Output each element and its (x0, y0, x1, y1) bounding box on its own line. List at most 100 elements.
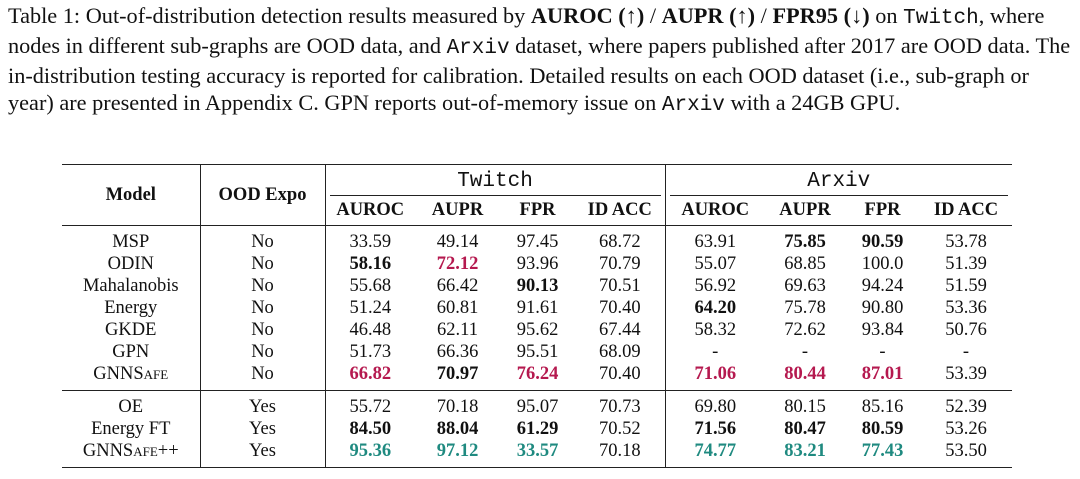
value-cell: 50.76 (945, 320, 987, 340)
value-cell: 100.0 (861, 254, 904, 274)
value-cell: 70.79 (598, 254, 641, 274)
value-cell: 58.32 (664, 319, 765, 341)
value-cell: 56.92 (664, 275, 765, 297)
value-cell: 75.85 (784, 232, 826, 252)
value-cell: 33.57 (500, 440, 575, 468)
ood-expo: No (199, 275, 325, 297)
dataset-rule (669, 194, 1009, 196)
value-cell: 80.44 (784, 364, 826, 384)
model-name: GNNSafe++ (62, 440, 200, 468)
value-cell: 97.45 (516, 232, 559, 252)
metric-header: AUROC (324, 196, 415, 226)
value-cell: 69.80 (664, 390, 765, 418)
caption-segment: AUROC (↑) (530, 3, 645, 28)
value-cell: 53.36 (945, 298, 987, 318)
value-cell: 91.61 (516, 298, 559, 318)
value-cell: 83.21 (765, 440, 845, 468)
value-cell: 70.18 (415, 390, 500, 418)
model-name: GNNSafe (93, 364, 169, 384)
value-cell: 64.20 (664, 297, 765, 319)
metric-header: AUROC (664, 196, 765, 226)
value-cell: 69.63 (784, 276, 826, 296)
value-cell: 72.62 (784, 320, 826, 340)
caption-segment: Table 1: Out-of-distribution detection r… (8, 3, 531, 28)
value-cell: 88.04 (436, 419, 479, 439)
value-cell: 53.39 (945, 364, 987, 384)
ood-expo: Yes (199, 390, 325, 418)
value-cell: 90.80 (861, 298, 904, 318)
value-cell: 68.72 (598, 232, 641, 252)
table-row: ODIN No 58.16 72.12 93.96 70.79 55.07 68.85 100.… (62, 253, 1012, 275)
value-cell: 80.47 (784, 419, 826, 439)
value-cell: 95.51 (516, 342, 559, 362)
value-cell: 63.91 (664, 225, 765, 253)
value-cell: 70.51 (598, 276, 641, 296)
header-cell: OOD Expo (199, 164, 325, 226)
model-name: GKDE (105, 320, 157, 340)
value-cell: 90.13 (516, 276, 559, 296)
model-name: MSP (112, 232, 150, 252)
value-cell: 70.18 (575, 440, 665, 468)
value-cell: 95.36 (324, 440, 415, 468)
metric-header: FPR (845, 196, 920, 226)
ood-expo: Yes (199, 418, 325, 440)
metric-header: ID ACC (920, 196, 1013, 226)
value-cell: 55.68 (324, 275, 415, 297)
metric-header: FPR (500, 196, 575, 226)
model-name: GPN (112, 342, 150, 362)
header-cell: Model (62, 164, 200, 226)
results-table: Model OOD Expo Twitch Arxiv AUROC AUPR FPR ID A… (62, 164, 1013, 468)
value-cell: 53.78 (945, 232, 987, 252)
value-cell: 80.15 (765, 390, 845, 418)
table-row: GNNSafe++ Yes 95.36 97.12 33.57 70.18 74.77 83.… (62, 440, 1013, 468)
value-cell: 71.06 (664, 363, 765, 391)
caption-segment: AUPR (↑) (661, 3, 756, 28)
value-cell: 66.36 (436, 342, 479, 362)
value-cell: 53.50 (920, 440, 1013, 468)
table-row: Energy FT Yes 84.50 88.04 61.29 70.52 71.56 80.… (62, 418, 1012, 440)
table-caption: Table 1: Out-of-distribution detection r… (8, 2, 1076, 119)
value-cell: 70.73 (575, 390, 665, 418)
value-cell: 67.44 (598, 320, 641, 340)
value-cell: 95.62 (516, 320, 559, 340)
ood-expo: No (199, 319, 325, 341)
value-cell: 70.40 (598, 364, 641, 384)
caption-segment: Arxiv (446, 37, 510, 60)
value-cell: 52.39 (920, 390, 1013, 418)
dataset-header: Twitch (324, 164, 665, 196)
table-row: OE Yes 55.72 70.18 95.07 70.73 69.80 80.15 85.16… (62, 390, 1013, 418)
table-row: Mahalanobis No 55.68 66.42 90.13 70.51 56.92 69… (62, 275, 1012, 297)
value-cell: - (664, 341, 765, 363)
value-cell: 58.16 (324, 253, 415, 275)
value-cell: - (801, 342, 809, 362)
value-cell: 85.16 (845, 390, 920, 418)
value-cell: - (879, 342, 886, 362)
value-cell: 55.72 (324, 390, 415, 418)
value-cell: 93.96 (516, 254, 559, 274)
value-cell: 53.26 (945, 419, 987, 439)
value-cell: 70.97 (436, 364, 479, 384)
value-cell: 66.82 (324, 363, 415, 391)
dataset-header: Arxiv (664, 164, 1013, 196)
value-cell: 33.59 (324, 225, 415, 253)
caption-segment: / (755, 3, 773, 28)
value-cell: 80.59 (861, 419, 904, 439)
value-cell: 68.09 (598, 342, 641, 362)
value-cell: 95.07 (500, 390, 575, 418)
value-cell: 62.11 (437, 320, 478, 340)
metric-header: AUPR (765, 196, 845, 226)
value-cell: 60.81 (436, 298, 479, 318)
ood-expo: Yes (199, 440, 325, 468)
ood-expo: No (199, 297, 325, 319)
header-row: AUROC AUPR FPR ID ACC AUROC AUPR FPR ID ACC (62, 196, 1013, 226)
value-cell: 51.73 (324, 341, 415, 363)
value-cell: 46.48 (324, 319, 415, 341)
model-name: Mahalanobis (82, 276, 179, 296)
value-cell: 90.59 (861, 232, 904, 252)
table-row: GKDE No 46.48 62.11 95.62 67.44 58.32 72.62 93.8… (62, 319, 1012, 341)
model-name: OE (62, 390, 200, 418)
table-row: MSP No 33.59 49.14 97.45 68.72 63.91 75.85 90.59… (62, 225, 1012, 253)
caption-segment: dataset, where papers published after 20… (8, 33, 1071, 115)
model-name: ODIN (107, 254, 154, 274)
